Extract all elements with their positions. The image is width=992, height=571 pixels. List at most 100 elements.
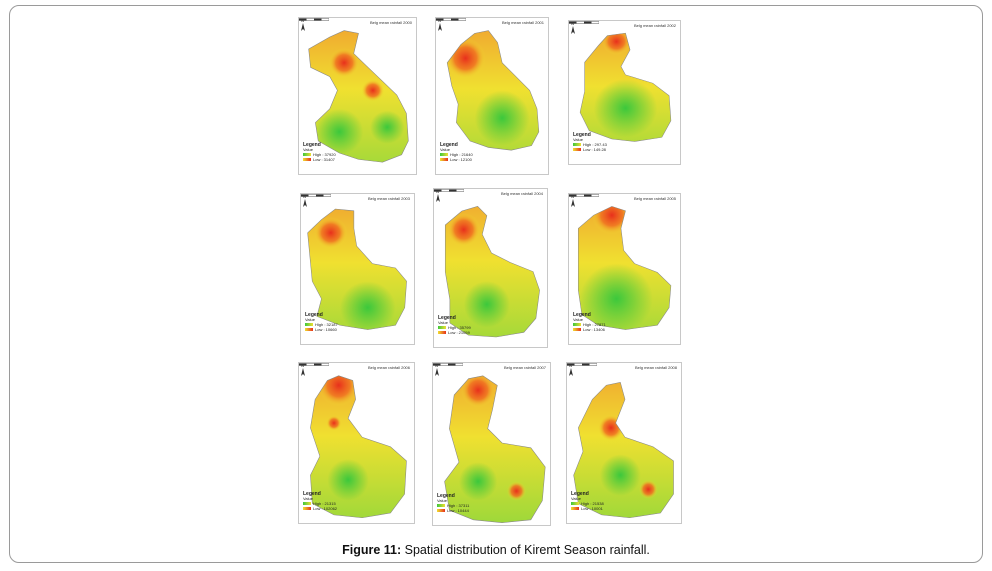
high-rainfall-zone bbox=[601, 33, 631, 55]
high-rainfall-zone bbox=[328, 48, 360, 78]
caption-label: Figure 11: bbox=[342, 543, 402, 557]
low-rainfall-zone bbox=[580, 263, 653, 330]
low-rainfall-zone bbox=[458, 462, 498, 501]
rainfall-map bbox=[308, 30, 409, 163]
high-rainfall-zone bbox=[361, 79, 385, 102]
scale-bar bbox=[299, 363, 329, 366]
map-panel: Belg mean rainfall 2004 N Legend Value H… bbox=[433, 188, 548, 348]
legend-high: High : 21315 bbox=[303, 501, 337, 507]
map-legend: Legend Value High : 32187 Low : 10660 bbox=[305, 312, 338, 332]
map-panel: Belg mean rainfall 2003 N Legend Value H… bbox=[300, 193, 415, 345]
legend-high: High : 37920 bbox=[303, 152, 336, 158]
low-rainfall-zone bbox=[593, 79, 658, 138]
legend-title: Legend bbox=[571, 491, 589, 497]
high-rainfall-zone bbox=[314, 216, 348, 249]
scale-bar bbox=[567, 363, 597, 366]
region-outline bbox=[573, 382, 674, 519]
low-rainfall-zone bbox=[327, 459, 369, 501]
map-title: Belg mean rainfall 2002 bbox=[633, 23, 676, 28]
region-outline bbox=[577, 206, 672, 330]
high-rainfall-zone bbox=[506, 481, 527, 501]
map-panel: Belg mean rainfall 2006 N Legend Value H… bbox=[298, 362, 415, 524]
map-legend: Legend Value High : 21538 Low : 10001 bbox=[571, 491, 604, 511]
legend-low: Low : 10001 bbox=[571, 506, 604, 512]
legend-high: High : 27871 bbox=[573, 322, 606, 328]
map-title: Belg mean rainfall 2000 bbox=[369, 20, 412, 25]
map-legend: Legend Value High : 21315 Low : 102062 bbox=[303, 491, 337, 511]
map-title: Belg mean rainfall 2008 bbox=[634, 365, 677, 370]
map-title: Belg mean rainfall 2006 bbox=[367, 365, 410, 370]
scale-bar bbox=[436, 18, 466, 21]
rainfall-map bbox=[579, 32, 672, 142]
map-panel: Belg mean rainfall 2008 N Legend Value H… bbox=[566, 362, 682, 524]
low-rainfall-zone bbox=[370, 110, 405, 144]
map-panel: Belg mean rainfall 2001 N Legend Value H… bbox=[435, 17, 549, 175]
legend-title: Legend bbox=[305, 312, 323, 318]
scale-bar bbox=[301, 194, 331, 197]
high-rainfall-zone bbox=[597, 414, 625, 442]
legend-value-label: Value bbox=[571, 496, 581, 501]
high-rainfall-zone bbox=[460, 375, 496, 408]
map-legend: Legend Value High : 297.43 Low : 149.28 bbox=[573, 132, 607, 152]
map-title: Belg mean rainfall 2005 bbox=[633, 196, 676, 201]
legend-high: High : 21640 bbox=[440, 152, 473, 158]
legend-low: Low : 10444 bbox=[437, 508, 469, 514]
legend-value-label: Value bbox=[303, 147, 313, 152]
region-outline bbox=[579, 32, 672, 142]
legend-low: Low : 13406 bbox=[573, 327, 606, 333]
map-title: Belg mean rainfall 2001 bbox=[501, 20, 544, 25]
legend-title: Legend bbox=[573, 312, 591, 318]
legend-low: Low : 31407 bbox=[303, 157, 336, 163]
legend-high: High : 32187 bbox=[305, 322, 338, 328]
map-legend: Legend Value High : 37311 Low : 10444 bbox=[437, 493, 469, 513]
scale-bar bbox=[569, 21, 599, 24]
region-outline bbox=[446, 30, 540, 151]
map-legend: Legend Value High : 35799 Low : 21059 bbox=[438, 315, 471, 335]
rainfall-map bbox=[573, 382, 674, 519]
map-legend: Legend Value High : 27871 Low : 13406 bbox=[573, 312, 606, 332]
region-outline bbox=[444, 375, 546, 523]
map-panel: Belg mean rainfall 2002 N Legend Value H… bbox=[568, 20, 681, 165]
scale-bar bbox=[433, 363, 463, 366]
legend-low: Low : 149.28 bbox=[573, 147, 607, 153]
legend-low: Low : 21059 bbox=[438, 330, 471, 336]
legend-high: High : 297.43 bbox=[573, 142, 607, 148]
legend-title: Legend bbox=[440, 142, 458, 148]
rainfall-map bbox=[444, 375, 546, 523]
rainfall-map bbox=[307, 208, 407, 330]
legend-value-label: Value bbox=[305, 317, 315, 322]
map-legend: Legend Value High : 37920 Low : 31407 bbox=[303, 142, 336, 162]
legend-value-label: Value bbox=[437, 498, 447, 503]
low-rainfall-zone bbox=[463, 281, 510, 328]
scale-bar bbox=[569, 194, 599, 197]
legend-low: Low : 10660 bbox=[305, 327, 338, 333]
region-outline bbox=[307, 208, 407, 330]
legend-low: Low : 102062 bbox=[303, 506, 337, 512]
region-outline bbox=[310, 375, 407, 519]
low-rainfall-zone bbox=[340, 281, 396, 330]
map-title: Belg mean rainfall 2003 bbox=[367, 196, 410, 201]
map-title: Belg mean rainfall 2007 bbox=[503, 365, 546, 370]
scale-bar bbox=[434, 189, 464, 192]
rainfall-map bbox=[444, 206, 540, 338]
legend-title: Legend bbox=[438, 315, 456, 321]
legend-value-label: Value bbox=[573, 317, 583, 322]
legend-value-label: Value bbox=[303, 496, 313, 501]
low-rainfall-zone bbox=[599, 454, 641, 496]
high-rainfall-zone bbox=[639, 479, 658, 499]
map-panel: Belg mean rainfall 2000 N Legend Value H… bbox=[298, 17, 417, 175]
map-title: Belg mean rainfall 2004 bbox=[500, 191, 543, 196]
rainfall-map bbox=[310, 375, 407, 519]
legend-value-label: Value bbox=[573, 137, 583, 142]
figure-caption: Figure 11: Spatial distribution of Kirem… bbox=[0, 543, 992, 557]
region-outline bbox=[308, 30, 409, 163]
legend-high: High : 21538 bbox=[571, 501, 604, 507]
legend-high: High : 37311 bbox=[437, 503, 469, 509]
high-rainfall-zone bbox=[447, 37, 486, 79]
legend-value-label: Value bbox=[438, 320, 448, 325]
high-rainfall-zone bbox=[591, 206, 632, 235]
low-rainfall-zone bbox=[315, 108, 364, 155]
rainfall-map bbox=[446, 30, 540, 151]
high-rainfall-zone bbox=[317, 375, 360, 407]
map-panel: Belg mean rainfall 2005 N Legend Value H… bbox=[568, 193, 681, 345]
